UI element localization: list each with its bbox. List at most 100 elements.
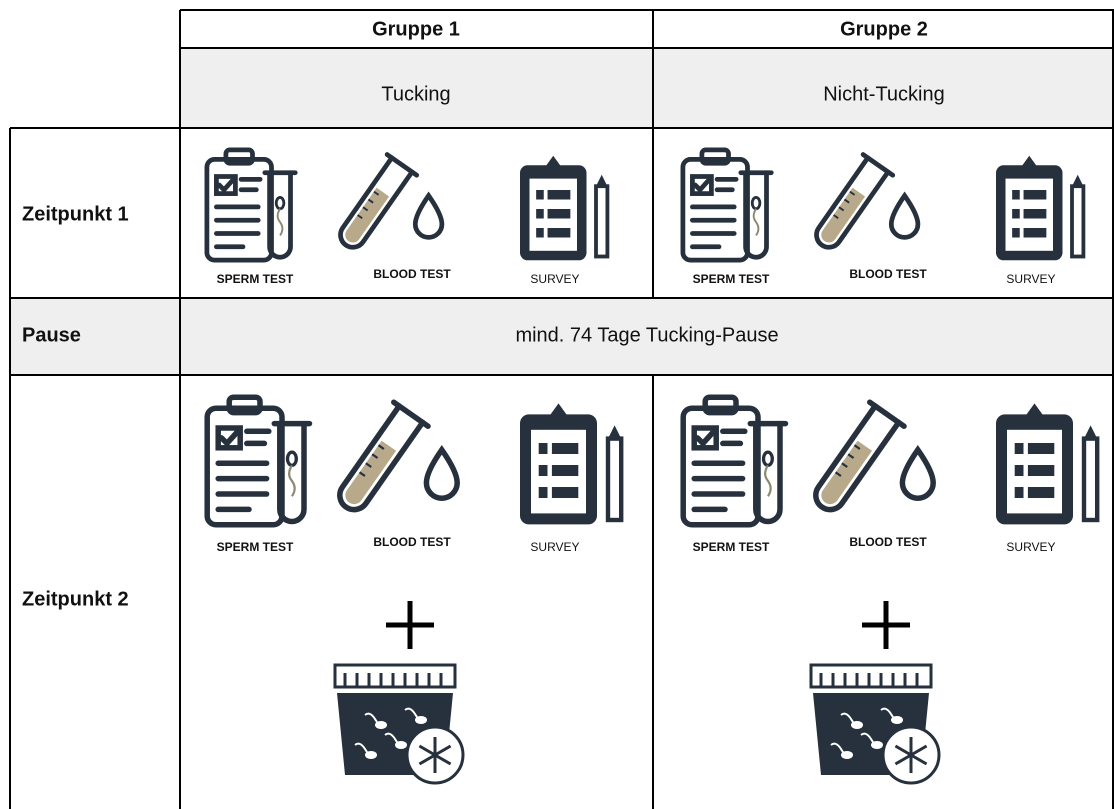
sperm-test-icon: [204, 147, 298, 263]
tick: [357, 214, 363, 220]
tick: [371, 453, 379, 459]
bullet: [1014, 487, 1024, 498]
clip: [699, 147, 731, 166]
tube: [743, 170, 769, 260]
pause-row-bg: [10, 298, 1114, 375]
icon-label: SPERM TEST: [693, 540, 770, 554]
pencil-tip: [1084, 425, 1098, 439]
group-header: Gruppe 2: [840, 18, 928, 40]
tick: [833, 214, 839, 220]
icon-label: SURVEY: [530, 540, 579, 554]
condition-row-bg: [180, 48, 1114, 128]
blood: [345, 440, 397, 505]
sperm-test-icon: [680, 394, 789, 528]
tube: [337, 399, 431, 513]
row: [1027, 465, 1055, 476]
flake: [894, 744, 928, 766]
sperm-tail: [860, 732, 878, 747]
bullet: [538, 465, 548, 476]
tick: [365, 462, 372, 468]
blood: [821, 440, 873, 505]
tube-cap: [860, 152, 896, 178]
clip: [223, 147, 255, 166]
blood-test-icon: [813, 399, 936, 513]
blood: [345, 187, 390, 243]
clip: [1016, 155, 1042, 173]
bullet: [1014, 465, 1024, 476]
tube-cap: [867, 399, 907, 429]
pencil: [1070, 184, 1086, 259]
tube: [813, 399, 907, 513]
plus-sign: [386, 601, 434, 649]
row: [551, 443, 579, 454]
check: [218, 429, 240, 448]
icon-label: BLOOD TEST: [849, 535, 927, 549]
sperm-test-icon: [204, 394, 313, 528]
tube-cap: [391, 399, 431, 429]
row: [547, 209, 571, 219]
tube-body: [338, 155, 415, 250]
sperm-head: [761, 450, 774, 468]
sperm-tail: [752, 208, 760, 236]
clip: [540, 155, 566, 173]
flake: [418, 744, 452, 766]
tick: [834, 471, 842, 477]
sperm-head: [750, 195, 762, 211]
pencil: [594, 184, 610, 259]
tick: [838, 206, 845, 212]
bullet: [1012, 228, 1020, 238]
bullet: [538, 487, 548, 498]
bullet: [1012, 209, 1020, 219]
bullet: [536, 228, 544, 238]
survey-icon: [520, 155, 610, 261]
specimen-cup-icon: [333, 663, 465, 785]
survey-icon: [996, 403, 1100, 525]
pencil-tip: [596, 174, 608, 187]
pencil-tip: [1072, 174, 1084, 187]
drop: [899, 445, 936, 501]
tick: [377, 444, 385, 450]
sperm-tail: [880, 707, 898, 722]
tube: [267, 170, 293, 260]
tube: [277, 420, 307, 525]
survey-icon: [520, 403, 624, 525]
icon-label: SPERM TEST: [217, 540, 294, 554]
sperm-head: [274, 195, 286, 211]
row: [551, 465, 579, 476]
tube-body: [814, 155, 891, 250]
lid: [809, 663, 933, 689]
tick: [358, 471, 366, 477]
tube-cap: [384, 152, 420, 178]
icon-label: BLOOD TEST: [373, 535, 451, 549]
check: [216, 177, 235, 194]
blood: [821, 187, 866, 243]
tick: [841, 462, 848, 468]
pencil: [1081, 436, 1100, 523]
sperm-head: [285, 450, 298, 468]
row-label: Zeitpunkt 1: [22, 203, 129, 225]
check: [694, 429, 716, 448]
clip: [1020, 403, 1049, 424]
lid: [333, 663, 457, 689]
icon-label: BLOOD TEST: [373, 267, 451, 281]
sperm-tail: [384, 732, 402, 747]
clip: [544, 403, 573, 424]
sperm-tail: [364, 712, 382, 727]
survey-icon: [996, 155, 1086, 261]
row: [547, 228, 571, 238]
blood-test-icon: [337, 399, 460, 513]
tube-body: [337, 403, 426, 513]
plus-sign: [862, 601, 910, 649]
row: [1023, 209, 1047, 219]
group-header: Gruppe 1: [372, 18, 460, 40]
icon-label: BLOOD TEST: [849, 267, 927, 281]
sperm-tail: [404, 707, 422, 722]
drop: [423, 445, 460, 501]
bullet: [536, 190, 544, 200]
drop: [412, 191, 445, 240]
row-label: Zeitpunkt 2: [22, 588, 129, 610]
drop: [888, 191, 921, 240]
sperm-tail: [840, 712, 858, 727]
bullet: [1014, 443, 1024, 454]
sperm-tail: [288, 464, 296, 497]
